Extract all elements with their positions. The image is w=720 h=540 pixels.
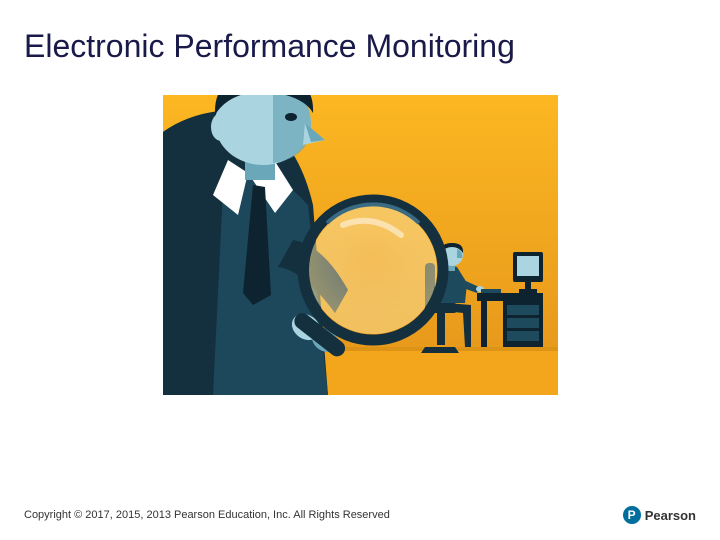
chair-post (437, 310, 445, 345)
monitoring-illustration (163, 95, 558, 395)
chair-base (421, 347, 459, 353)
slide-footer: Copyright © 2017, 2015, 2013 Pearson Edu… (24, 506, 696, 524)
desk-top (477, 293, 543, 301)
monitor-stem (525, 282, 531, 290)
pearson-brand-text: Pearson (645, 508, 696, 523)
drawer-3 (507, 331, 539, 341)
keyboard (481, 289, 501, 293)
slide-title: Electronic Performance Monitoring (24, 28, 696, 65)
watcher-ear (211, 113, 231, 141)
illustration-svg (163, 95, 558, 395)
monitor-screen (517, 256, 539, 276)
pearson-p-icon: P (623, 506, 641, 524)
slide-container: Electronic Performance Monitoring (0, 0, 720, 540)
pearson-logo: P Pearson (623, 506, 696, 524)
copyright-text: Copyright © 2017, 2015, 2013 Pearson Edu… (24, 509, 390, 521)
magnifier-lens (309, 206, 437, 334)
desk-leg (481, 301, 487, 347)
illustration-wrap (24, 95, 696, 395)
monitor-base (519, 289, 537, 293)
watcher-eye (285, 113, 297, 121)
drawer-2 (507, 318, 539, 328)
drawer-1 (507, 305, 539, 315)
